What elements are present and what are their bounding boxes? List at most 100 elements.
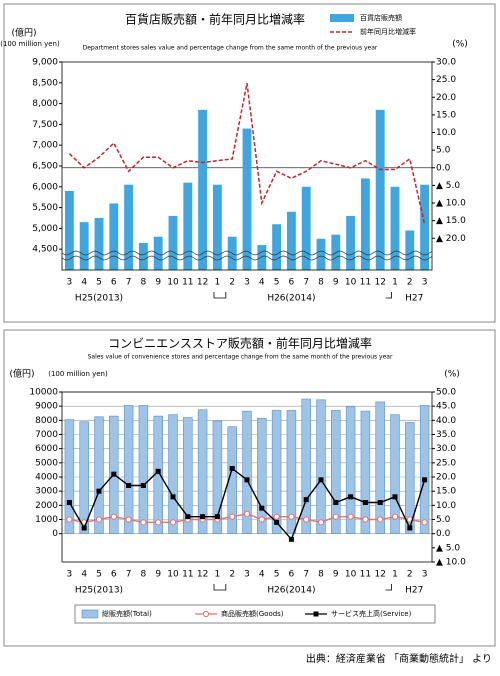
line-marker [66,500,72,505]
bar [301,398,311,534]
source: 出典：経済産業省 「商業動態統計」 より [306,652,492,665]
year-bracket [219,292,227,299]
x-tick-label: 7 [126,278,132,288]
x-tick-label: 10 [345,570,357,580]
x-tick-label: 2 [407,278,413,288]
legend-label: 商品販売額(Goods) [221,609,284,618]
bar [375,109,385,270]
x-tick-label: 5 [96,278,102,288]
year-bracket [385,584,392,591]
legend-swatch [81,609,99,619]
bar [286,211,296,270]
y-axis-label-en: (100 million yen) [48,370,108,378]
line-marker [258,516,265,523]
line-marker [81,525,87,531]
line-marker [347,513,354,520]
line-marker [274,519,280,525]
line-marker [348,494,354,500]
bar [316,238,326,270]
year-bracket [219,584,227,591]
x-tick-label: 12 [374,570,385,580]
x-tick-label: 4 [259,570,265,580]
bar [197,409,208,534]
y-tick-label: 8,000 [32,99,58,109]
line-marker [259,505,265,511]
line-marker [288,536,294,542]
legend-marker [202,610,210,618]
line-marker [125,516,132,523]
x-tick-label: 6 [289,570,295,580]
line-marker [332,513,339,520]
line-marker [273,513,280,520]
bar [301,186,311,270]
y-tick-label: 3000 [35,487,58,497]
line-marker [392,494,398,500]
year-label: H25(2013) [75,294,123,304]
line-marker [288,513,295,520]
y-tick-label: 1000 [35,515,58,525]
y2-tick-label: 20.0 [436,473,456,483]
bar [316,399,326,534]
y2-tick-label: 35.0 [436,430,456,440]
y2-tick-label: ▲ 5.0 [436,181,460,191]
bar [94,218,104,270]
x-tick-label: 4 [81,570,87,580]
x-tick-label: 10 [167,278,179,288]
year-label: H26(2014) [267,586,315,596]
x-tick-label: 3 [422,570,428,580]
y2-tick-label: 20.0 [436,93,456,103]
line-marker [185,514,191,520]
y-tick-label: 0 [52,529,58,539]
x-tick-label: 12 [374,278,385,288]
y-tick-label: 7,000 [32,141,58,151]
y2-tick-label: ▲ 10.0 [436,558,466,568]
y-tick-label: 8,500 [32,78,58,88]
line-marker [421,519,428,526]
x-tick-label: 6 [111,570,117,580]
x-tick-label: 8 [141,570,147,580]
y2-tick-label: 25.0 [436,458,456,468]
bar [242,410,252,534]
bar [212,184,222,270]
y-axis-label: (億円) [9,368,34,380]
y-tick-label: 9000 [35,402,58,412]
x-tick-label: 2 [229,570,235,580]
plot-frame [61,61,433,271]
x-tick-label: 12 [197,570,208,580]
y-tick-label: 4000 [35,473,58,483]
axis-break [61,250,433,256]
bar [420,184,430,270]
bar [79,222,89,270]
line-marker [422,477,428,483]
x-tick-label: 10 [167,570,179,580]
x-tick-label: 8 [318,278,324,288]
legend-label: 前年同月比増減率 [360,27,416,36]
x-tick-label: 5 [274,570,280,580]
x-tick-label: 8 [318,570,324,580]
x-tick-label: 6 [111,278,117,288]
x-tick-label: 8 [141,278,147,288]
bar [138,405,149,534]
x-tick-label: 10 [345,278,357,288]
x-tick-label: 1 [215,278,221,288]
bar [64,190,74,270]
line-marker [155,468,161,474]
y2-tick-label: 50.0 [436,388,456,398]
y2-tick-label: 30.0 [436,444,456,454]
line-marker [377,500,383,505]
y2-tick-label: 40.0 [436,416,456,426]
bar [271,410,282,534]
y2-tick-label: 15.0 [436,110,456,120]
bar [124,184,134,270]
bar [153,236,163,270]
y-tick-label: 9,000 [32,58,58,68]
y-tick-label: 2000 [35,501,58,511]
bar [198,109,208,270]
plot-frame [61,391,433,563]
year-label: H25(2013) [75,586,123,596]
x-tick-label: 4 [81,278,87,288]
bar [109,203,119,270]
y-tick-label: 6,500 [32,162,58,172]
x-tick-label: 7 [126,570,132,580]
x-tick-label: 9 [333,278,339,288]
